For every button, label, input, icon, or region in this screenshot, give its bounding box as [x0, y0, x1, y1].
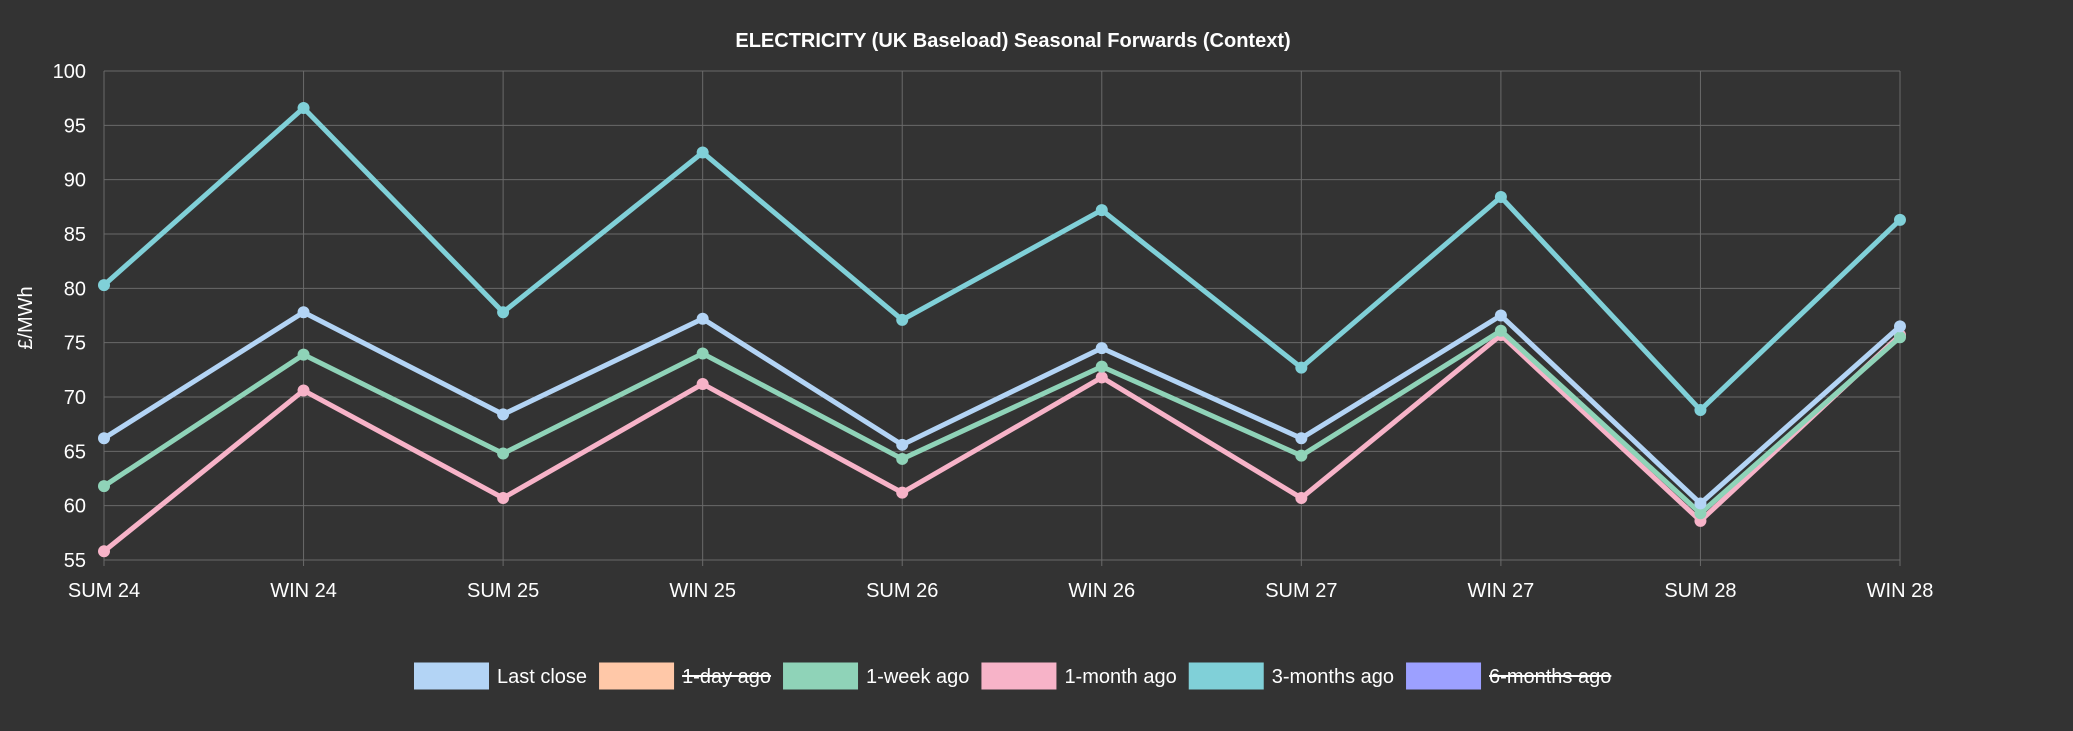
x-tick-label: SUM 24: [68, 580, 140, 602]
data-point[interactable]: [896, 438, 909, 451]
x-tick-label: WIN 27: [1468, 580, 1535, 602]
x-tick-label: WIN 25: [669, 580, 736, 602]
series-2: [98, 324, 1906, 520]
series-layer: [98, 101, 1906, 558]
data-point[interactable]: [297, 348, 310, 361]
data-point[interactable]: [1295, 432, 1308, 445]
data-point[interactable]: [896, 452, 909, 465]
data-point[interactable]: [1894, 331, 1906, 344]
y-axis-ticks: 100 95 90 85 80 75 70 65 60 55: [53, 61, 86, 572]
data-point[interactable]: [696, 377, 709, 390]
data-point[interactable]: [1095, 342, 1108, 355]
legend-swatch: [599, 662, 675, 690]
data-point[interactable]: [297, 306, 310, 319]
series-line: [102, 104, 1902, 414]
x-tick-label: WIN 28: [1867, 580, 1934, 602]
data-point[interactable]: [497, 492, 510, 505]
grid-layer: [103, 70, 1901, 566]
y-tick-label: 95: [64, 115, 86, 137]
y-tick-label: 55: [64, 550, 86, 572]
data-point[interactable]: [1694, 507, 1707, 520]
legend-swatch: [981, 662, 1057, 690]
data-point[interactable]: [98, 480, 110, 493]
data-point[interactable]: [297, 384, 310, 397]
series-0: [98, 306, 1906, 510]
data-point[interactable]: [1494, 191, 1507, 204]
data-point[interactable]: [98, 279, 110, 292]
x-tick-label: WIN 24: [270, 580, 337, 602]
data-point[interactable]: [896, 486, 909, 499]
x-axis-ticks: SUM 24 WIN 24 SUM 25 WIN 25 SUM 26 WIN 26 SUM …: [68, 580, 1933, 602]
series-line: [102, 327, 1902, 517]
series-4: [98, 101, 1906, 417]
legend-item[interactable]: 1-month ago: [981, 662, 1177, 690]
legend-item[interactable]: 1-week ago: [783, 662, 969, 690]
data-point[interactable]: [297, 101, 310, 114]
y-tick-label: 80: [64, 278, 86, 300]
x-tick-label: SUM 27: [1265, 580, 1337, 602]
y-tick-label: 85: [64, 224, 86, 246]
data-point[interactable]: [1894, 213, 1906, 226]
data-point[interactable]: [1295, 361, 1308, 374]
legend-item[interactable]: 6-months ago: [1406, 662, 1612, 690]
x-tick-label: SUM 25: [467, 580, 539, 602]
legend-swatch: [1188, 662, 1264, 690]
y-tick-label: 65: [64, 441, 86, 463]
y-tick-label: 60: [64, 496, 86, 518]
legend-swatch: [783, 662, 859, 690]
data-point[interactable]: [1295, 449, 1308, 462]
data-point[interactable]: [1095, 360, 1108, 373]
chart-title: ELECTRICITY (UK Baseload) Seasonal Forwa…: [735, 30, 1290, 52]
data-point[interactable]: [1494, 324, 1507, 337]
data-point[interactable]: [497, 306, 510, 319]
data-point[interactable]: [696, 347, 709, 360]
data-point[interactable]: [98, 545, 110, 558]
y-tick-label: 75: [64, 333, 86, 355]
legend-swatch: [414, 662, 489, 690]
legend-item[interactable]: 3-months ago: [1188, 662, 1394, 690]
data-point[interactable]: [1095, 371, 1108, 384]
series-line: [102, 309, 1902, 507]
x-tick-label: SUM 28: [1664, 580, 1736, 602]
data-point[interactable]: [497, 408, 510, 421]
legend-label: 1-month ago: [1064, 666, 1176, 688]
data-point[interactable]: [1694, 404, 1707, 417]
data-point[interactable]: [1295, 492, 1308, 505]
legend-label: 1-week ago: [866, 666, 969, 688]
legend-label: 3-months ago: [1272, 666, 1394, 688]
series-3: [98, 329, 1906, 558]
legend-swatch: [1406, 662, 1482, 690]
data-point[interactable]: [1894, 320, 1906, 333]
data-point[interactable]: [896, 313, 909, 326]
legend: Last close 1-day ago 1-week ago 1-month ago…: [414, 662, 1612, 690]
data-point[interactable]: [696, 146, 709, 159]
y-axis-label: £/MWh: [15, 286, 37, 349]
x-tick-label: WIN 26: [1068, 580, 1135, 602]
legend-item[interactable]: Last close: [414, 662, 587, 690]
data-point[interactable]: [497, 447, 510, 460]
y-tick-label: 90: [64, 170, 86, 192]
y-tick-label: 70: [64, 387, 86, 409]
x-tick-label: SUM 26: [866, 580, 938, 602]
legend-item[interactable]: 1-day ago: [599, 662, 772, 690]
data-point[interactable]: [1494, 309, 1507, 322]
y-tick-label: 100: [53, 61, 86, 83]
series-line: [102, 331, 1902, 554]
data-point[interactable]: [696, 312, 709, 325]
data-point[interactable]: [98, 432, 110, 445]
data-point[interactable]: [1694, 497, 1707, 510]
legend-label: Last close: [497, 666, 587, 688]
data-point[interactable]: [1095, 204, 1108, 217]
